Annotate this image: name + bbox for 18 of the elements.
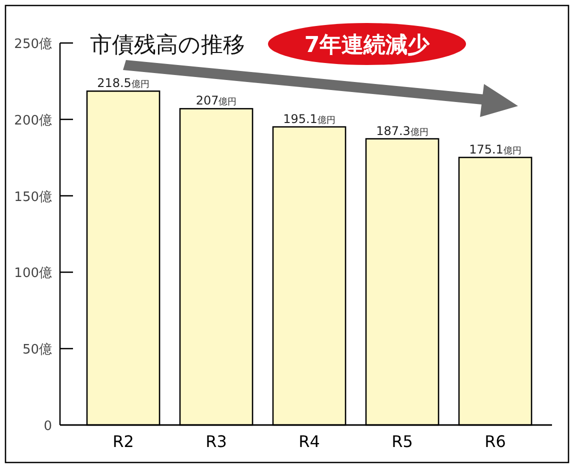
y-tick-label: 50億 <box>22 342 52 358</box>
y-tick-label: 250億 <box>14 37 52 52</box>
y-tick-label: 0 <box>44 419 52 434</box>
data-label: 218.5億円 <box>97 76 150 90</box>
data-label: 207億円 <box>196 94 237 108</box>
x-tick-label: R5 <box>392 432 413 451</box>
data-label: 175.1億円 <box>469 142 522 156</box>
chart-subtitle: 7年連続減少 <box>304 33 431 58</box>
x-tick-label: R3 <box>206 432 227 451</box>
chart-title: 市債残高の推移 <box>90 33 245 58</box>
y-tick-label: 100億 <box>14 266 52 282</box>
x-tick-label: R4 <box>298 432 320 451</box>
y-tick-label: 200億 <box>14 113 52 128</box>
x-tick-label: R2 <box>112 432 134 451</box>
x-tick-label: R6 <box>484 432 506 451</box>
data-label: 187.3億円 <box>376 124 428 138</box>
data-label: 195.1億円 <box>283 112 336 126</box>
y-tick-label: 150億 <box>14 190 52 205</box>
